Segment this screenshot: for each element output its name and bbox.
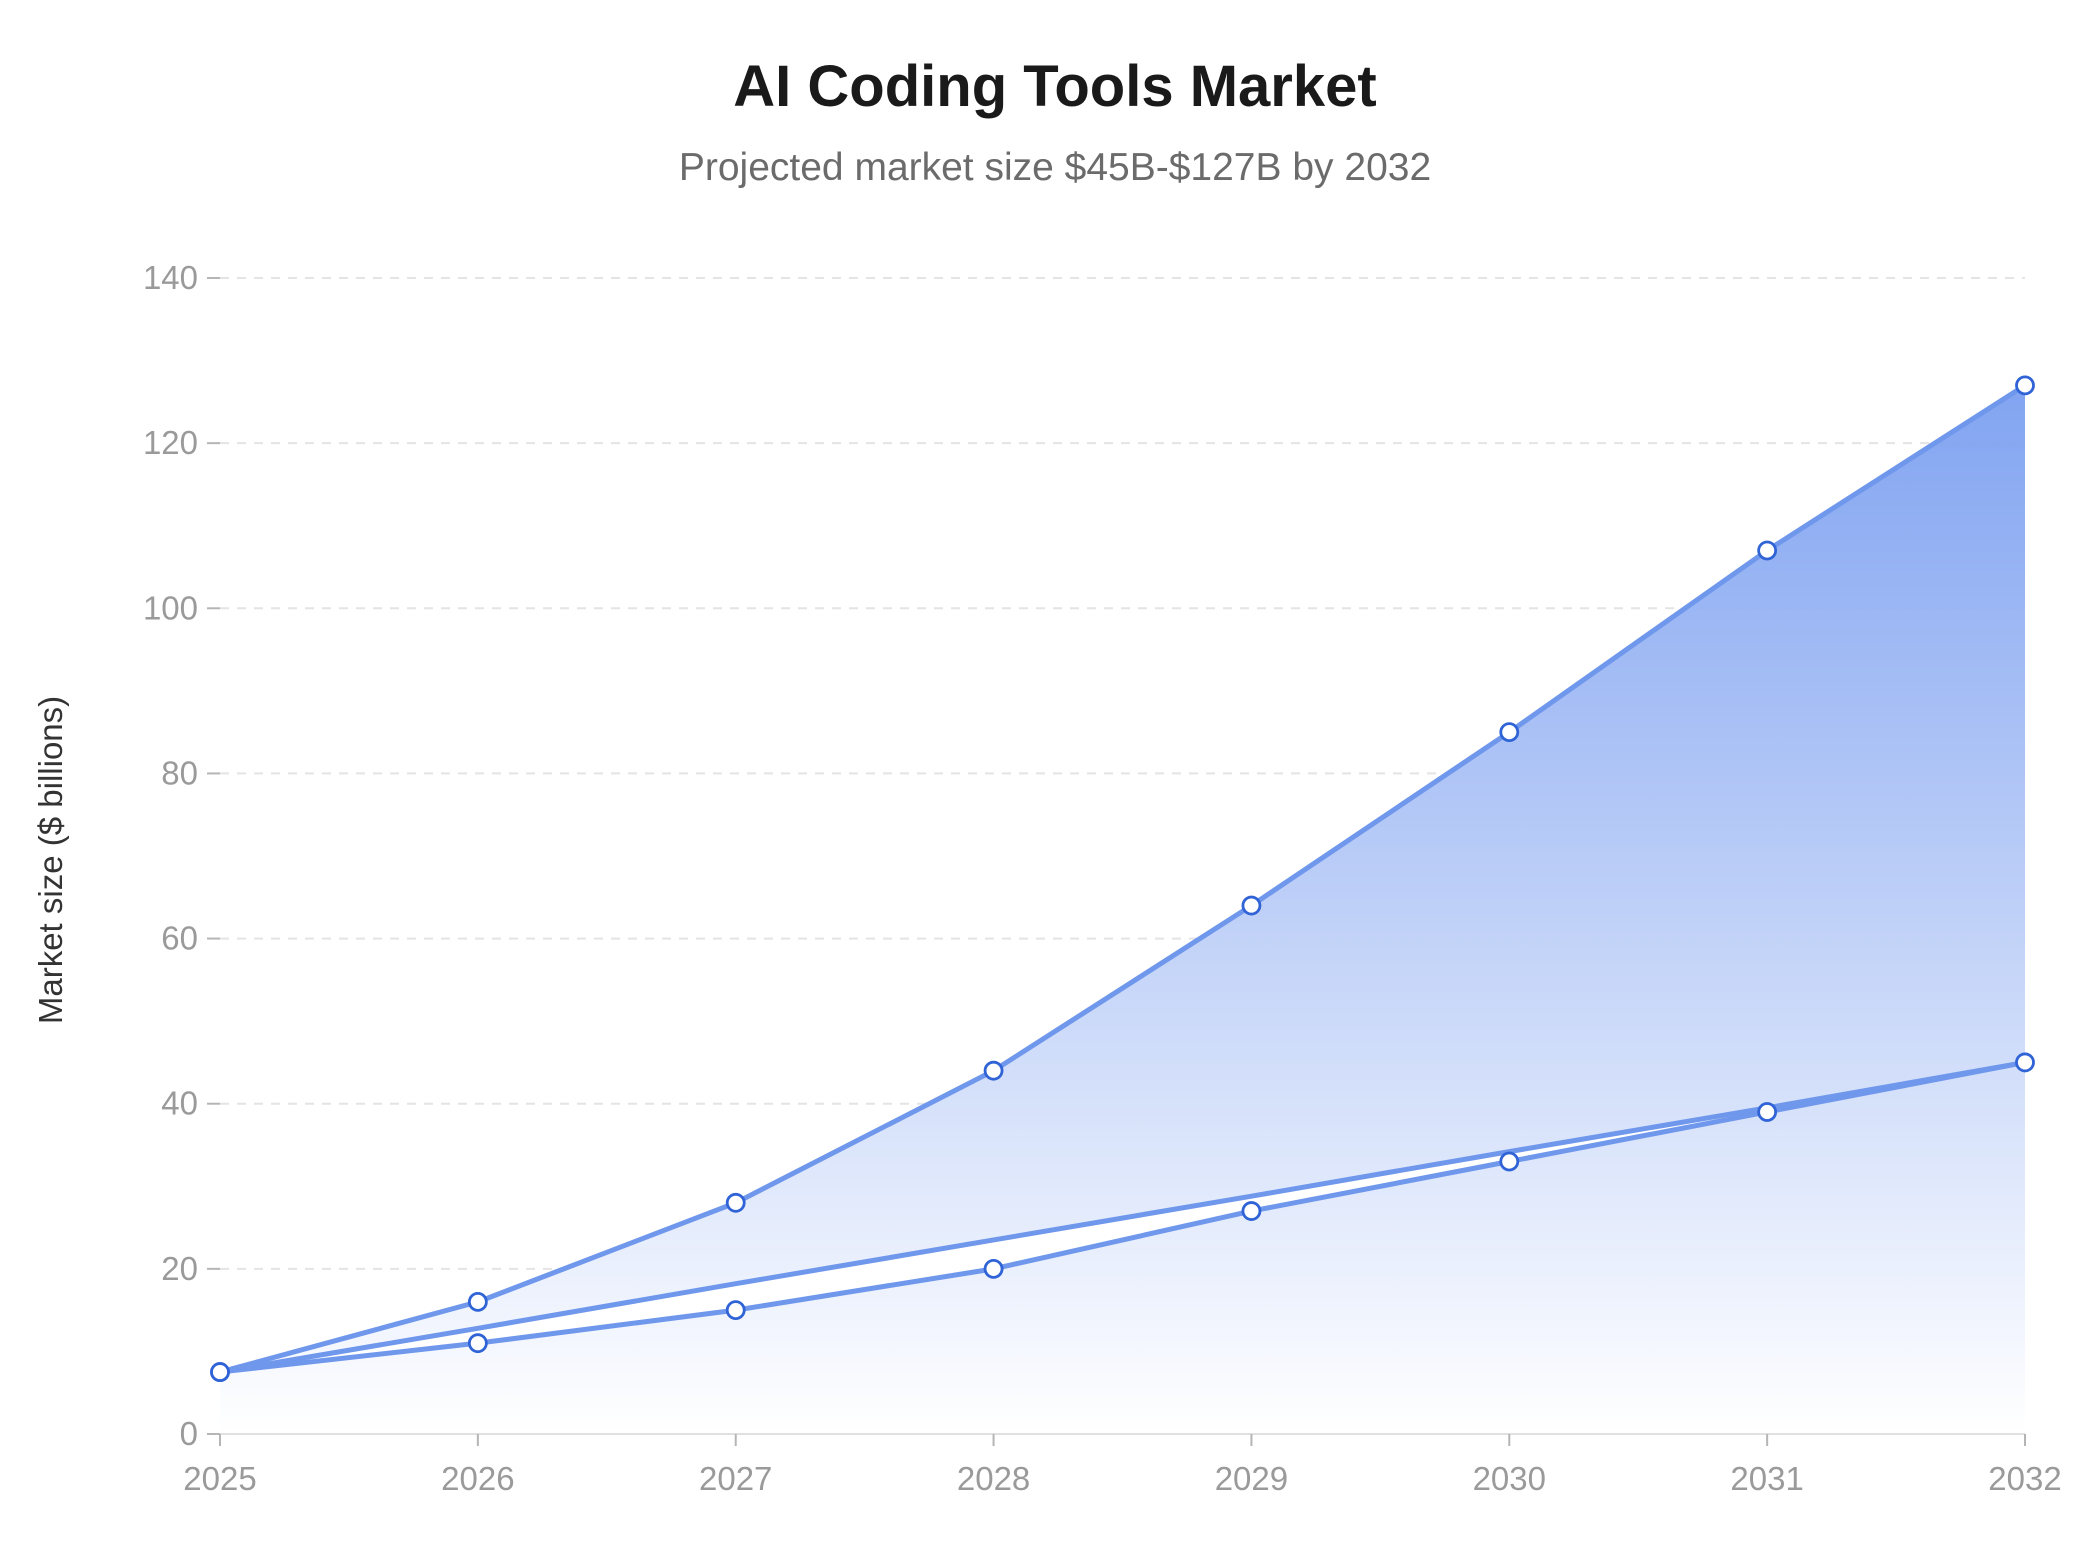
x-tick-label: 2031 — [1730, 1460, 1803, 1497]
chart-subtitle: Projected market size $45B-$127B by 2032 — [679, 146, 1431, 189]
y-tick-label: 140 — [143, 259, 198, 296]
x-tick-label: 2030 — [1473, 1460, 1546, 1497]
data-point — [210, 1362, 230, 1382]
area-fill-upper — [220, 385, 2025, 1434]
area-fill — [220, 385, 2025, 1434]
x-tick-label: 2027 — [699, 1460, 772, 1497]
data-point — [1241, 1201, 1262, 1221]
y-tick-label: 60 — [161, 920, 198, 957]
axes: 0 20 40 60 80 100 120 140 2025 2026 2027 2028 2029 20… — [143, 259, 2062, 1497]
y-tick-label: 120 — [143, 424, 198, 461]
data-point — [467, 1291, 488, 1312]
data-point — [983, 1258, 1004, 1279]
data-point — [1499, 1151, 1520, 1172]
data-point — [983, 1060, 1004, 1081]
x-tick-label: 2025 — [183, 1460, 256, 1497]
y-tick-label: 100 — [143, 589, 198, 626]
y-tick-label: 20 — [161, 1250, 198, 1287]
y-axis-label: Market size ($ billions) — [32, 696, 69, 1024]
data-point — [2015, 1052, 2035, 1073]
x-tick-label: 2026 — [441, 1460, 514, 1497]
x-tick-label: 2032 — [1988, 1460, 2061, 1497]
data-point — [467, 1333, 488, 1354]
data-point — [725, 1300, 746, 1321]
data-point — [1499, 722, 1520, 743]
y-tick-label: 40 — [161, 1085, 198, 1122]
series-line-3 — [217, 1059, 2028, 1375]
series-markers — [210, 375, 2035, 1382]
x-tick-label: 2028 — [957, 1460, 1030, 1497]
y-tick-label: 80 — [161, 754, 198, 791]
series-line-2 — [217, 1059, 2028, 1375]
data-point — [725, 1192, 746, 1213]
series-line-1 — [217, 382, 2028, 1375]
y-tick-label: 0 — [180, 1415, 198, 1452]
data-point — [1241, 895, 1262, 916]
data-point — [1757, 1102, 1778, 1122]
data-point — [1757, 540, 1778, 561]
series-lines — [217, 382, 2028, 1375]
x-tick-label: 2029 — [1215, 1460, 1288, 1497]
data-point — [2015, 375, 2035, 396]
chart-title: AI Coding Tools Market — [733, 54, 1376, 119]
